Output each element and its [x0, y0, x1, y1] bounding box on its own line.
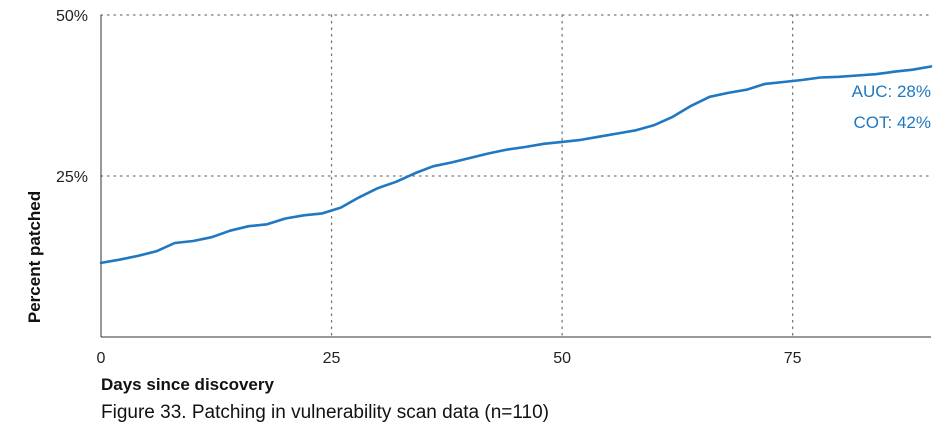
x-tick-label: 25: [323, 350, 341, 367]
x-axis-title: Days since discovery: [101, 375, 274, 394]
annotation-auc: AUC: 28%: [852, 82, 931, 101]
x-tick-label: 50: [553, 350, 571, 367]
tick-labels: 25% 50% 0 25 50 75: [56, 8, 802, 367]
axes: [100, 15, 931, 338]
x-tick-label: 0: [97, 350, 106, 367]
y-tick-label: 50%: [56, 8, 88, 25]
y-axis-title: Percent patched: [25, 191, 44, 323]
series-line: [99, 65, 933, 265]
x-tick-label: 75: [784, 350, 802, 367]
annotation-cot: COT: 42%: [854, 113, 931, 132]
y-tick-label: 25%: [56, 169, 88, 186]
figure-caption: Figure 33. Patching in vulnerability sca…: [101, 402, 549, 423]
grid-lines: [100, 14, 932, 338]
